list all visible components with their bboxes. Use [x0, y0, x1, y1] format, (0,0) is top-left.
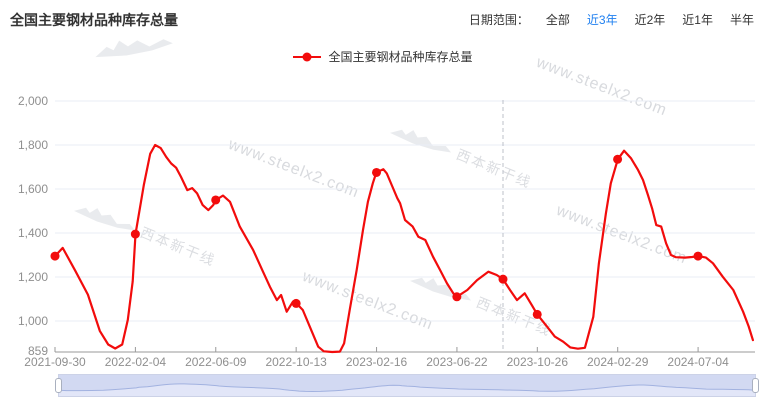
data-point-marker[interactable]: [50, 251, 60, 261]
page-title: 全国主要钢材品种库存总量: [10, 12, 178, 28]
datazoom-shadow-line: [59, 383, 753, 393]
svg-text:859: 859: [28, 344, 48, 358]
svg-text:2023-06-22: 2023-06-22: [426, 355, 488, 369]
y-axis-labels: 2,000 1,800 1,600 1,400 1,200 1,000 859: [18, 94, 48, 358]
svg-text:2023-02-16: 2023-02-16: [346, 355, 408, 369]
data-point-marker[interactable]: [693, 251, 703, 261]
svg-text:2022-02-04: 2022-02-04: [105, 355, 167, 369]
date-range-option-3[interactable]: 近2年: [634, 13, 666, 27]
datazoom-shadow-area: [59, 375, 755, 392]
svg-text:2022-10-13: 2022-10-13: [265, 355, 327, 369]
svg-text:1,000: 1,000: [18, 314, 48, 328]
date-range-option-4[interactable]: 近1年: [682, 13, 713, 27]
data-point-marker[interactable]: [498, 274, 508, 284]
data-point-marker[interactable]: [613, 154, 623, 164]
svg-text:1,600: 1,600: [18, 182, 48, 196]
svg-text:2023-10-26: 2023-10-26: [507, 355, 569, 369]
datazoom-preview: [59, 375, 755, 393]
date-range-label: 日期范围：: [468, 13, 529, 27]
svg-text:2024-02-29: 2024-02-29: [587, 355, 649, 369]
series-line: [53, 143, 755, 354]
svg-text:2,000: 2,000: [18, 94, 48, 108]
data-point-marker[interactable]: [291, 298, 301, 308]
date-range-option-2[interactable]: 近3年: [586, 13, 618, 27]
data-point-marker[interactable]: [130, 229, 140, 239]
svg-text:2021-09-30: 2021-09-30: [24, 355, 86, 369]
legend-item[interactable]: 全国主要钢材品种库存总量: [0, 48, 766, 65]
legend-label: 全国主要钢材品种库存总量: [328, 50, 473, 64]
date-range-option-5[interactable]: 半年: [729, 13, 754, 27]
data-point-marker[interactable]: [372, 167, 382, 177]
data-point-marker[interactable]: [211, 195, 221, 205]
svg-text:2024-07-04: 2024-07-04: [667, 355, 729, 369]
y-gridlines: [55, 100, 755, 322]
data-point-marker[interactable]: [452, 292, 462, 302]
datazoom-left-handle[interactable]: [55, 377, 62, 393]
series-marked-points[interactable]: [50, 154, 703, 319]
legend-line-dot-icon: [293, 52, 322, 62]
svg-text:2022-06-09: 2022-06-09: [185, 355, 247, 369]
data-point-marker[interactable]: [532, 309, 542, 319]
svg-text:1,800: 1,800: [18, 138, 48, 152]
datazoom-slider[interactable]: [55, 374, 759, 397]
x-axis: 2021-09-30 2022-02-04 2022-06-09 2022-10-13…: [24, 347, 755, 369]
date-range-option-1[interactable]: 全部: [545, 13, 570, 27]
datazoom-right-handle[interactable]: [752, 377, 759, 393]
svg-text:1,400: 1,400: [18, 226, 48, 240]
date-range-control: 日期范围： 全部 近3年 近2年 近1年 半年: [469, 11, 754, 28]
svg-text:1,200: 1,200: [18, 270, 48, 284]
